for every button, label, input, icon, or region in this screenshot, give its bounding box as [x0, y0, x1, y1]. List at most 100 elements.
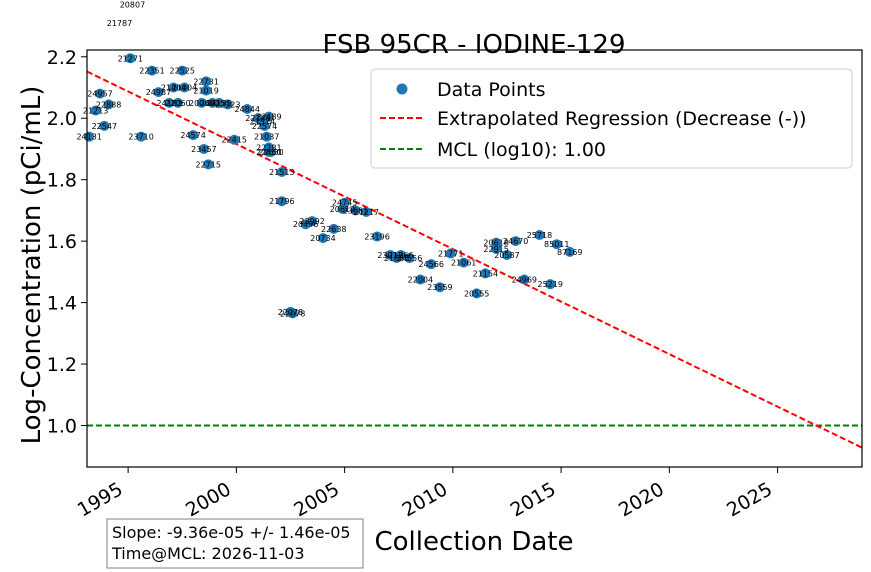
- data-point-label: 22281: [256, 143, 281, 152]
- data-point: [90, 105, 101, 116]
- legend-box: [370, 68, 853, 169]
- data-point-label: 22078: [280, 309, 305, 318]
- data-point: [350, 205, 361, 216]
- y-tick-label: 1.6: [47, 231, 77, 253]
- data-point: [372, 231, 383, 242]
- x-tick-label: 2015: [507, 478, 560, 521]
- data-point: [125, 53, 136, 64]
- data-point: [545, 279, 556, 290]
- x-tick-label: 1995: [74, 478, 127, 521]
- data-point: [361, 206, 372, 217]
- data-point: [434, 282, 445, 293]
- data-point-label: 23457: [191, 145, 216, 154]
- legend: Data Points Extrapolated Regression (Dec…: [370, 68, 853, 169]
- data-point-label: 23710: [128, 133, 153, 142]
- data-point-label: 21404: [161, 83, 186, 92]
- info-box: Slope: -9.36e-05 +/- 1.46e-05 Time@MCL: …: [106, 518, 364, 569]
- legend-marker-data-points: [396, 83, 408, 95]
- data-point: [276, 166, 287, 177]
- data-point: [177, 65, 188, 76]
- data-point-label: 20587: [494, 251, 519, 260]
- data-point: [179, 82, 190, 93]
- data-point: [415, 274, 426, 285]
- data-point: [519, 274, 530, 285]
- data-point: [263, 111, 274, 122]
- data-point-label: 22547: [92, 122, 117, 131]
- legend-entry-regression: Extrapolated Regression (Decrease (-)): [437, 108, 807, 130]
- data-point-label: 22630: [258, 148, 283, 157]
- data-point-label: 25219: [538, 280, 563, 289]
- time-at-mcl-text: Time@MCL: 2026-11-03: [111, 544, 305, 563]
- data-point-label: 24987: [146, 88, 171, 97]
- data-point: [339, 197, 350, 208]
- data-point-label: 23559: [427, 283, 452, 292]
- data-point: [266, 147, 277, 158]
- x-tick-label: 2020: [615, 478, 668, 521]
- data-point: [94, 88, 105, 99]
- data-point-label: 24566: [418, 260, 443, 269]
- data-point: [395, 249, 406, 260]
- data-point-label: 87169: [557, 248, 582, 257]
- data-point-label: 21513: [269, 168, 294, 177]
- x-tick-label: 2025: [723, 478, 776, 521]
- data-point: [172, 97, 183, 108]
- data-point-label: 24844: [234, 105, 259, 114]
- data-point-label: 20612: [330, 205, 355, 214]
- data-point-label: 23681: [343, 206, 368, 215]
- data-point-label: 21061: [451, 259, 476, 268]
- data-point-label: 20555: [464, 289, 489, 298]
- data-point: [222, 99, 233, 110]
- data-point: [168, 82, 179, 93]
- y-tick-label: 1.4: [47, 293, 77, 315]
- data-point-label: 24135: [206, 99, 231, 108]
- x-tick-label: 2010: [398, 478, 451, 521]
- outside-point-label: 21787: [107, 19, 132, 28]
- data-point: [261, 131, 272, 142]
- data-point-label: 24670: [503, 237, 528, 246]
- data-point-label: 24745: [332, 199, 357, 208]
- legend-entry-mcl: MCL (log10): 1.00: [437, 139, 606, 161]
- data-point: [276, 196, 287, 207]
- data-point-label: 21037: [254, 133, 279, 142]
- data-point: [551, 239, 562, 250]
- data-point-label: 23196: [364, 233, 389, 242]
- data-point: [196, 97, 207, 108]
- data-point: [471, 288, 482, 299]
- data-point: [564, 246, 575, 257]
- data-point-label: 22915: [483, 245, 508, 254]
- data-point-label: 21213: [83, 107, 108, 116]
- data-point-label: 22731: [193, 77, 218, 86]
- data-point-label: 22450: [256, 148, 281, 157]
- data-point-label: 22888: [96, 100, 121, 109]
- data-point: [328, 223, 339, 234]
- data-point-label: 21154: [473, 269, 498, 278]
- data-point-label: 22525: [170, 67, 195, 76]
- data-point-label: 21271: [118, 54, 143, 63]
- data-point-label: 21796: [269, 197, 294, 206]
- data-point-label: 23992: [299, 217, 324, 226]
- data-point: [229, 134, 240, 145]
- x-tick-label: 2000: [182, 478, 235, 521]
- data-point-label: 24025: [200, 99, 225, 108]
- outside-point-label: 20807: [120, 1, 145, 10]
- data-point: [480, 268, 491, 279]
- data-point-label: 23012: [377, 251, 402, 260]
- data-point-label: 22351: [139, 67, 164, 76]
- data-point: [445, 248, 456, 259]
- slope-text: Slope: -9.36e-05 +/- 1.46e-05: [112, 523, 351, 542]
- data-point-label: 85011: [544, 240, 569, 249]
- data-point: [404, 253, 415, 264]
- data-point: [426, 259, 437, 270]
- y-tick-label: 1.8: [47, 170, 77, 192]
- data-point: [203, 159, 214, 170]
- data-point: [242, 104, 253, 115]
- data-point: [136, 131, 147, 142]
- y-tick-label: 2.2: [47, 47, 77, 69]
- data-point: [501, 249, 512, 260]
- data-point-label: 24969: [512, 276, 537, 285]
- data-point: [307, 216, 318, 227]
- y-tick-label: 1.0: [47, 416, 77, 438]
- data-point: [510, 236, 521, 247]
- data-point: [188, 130, 199, 141]
